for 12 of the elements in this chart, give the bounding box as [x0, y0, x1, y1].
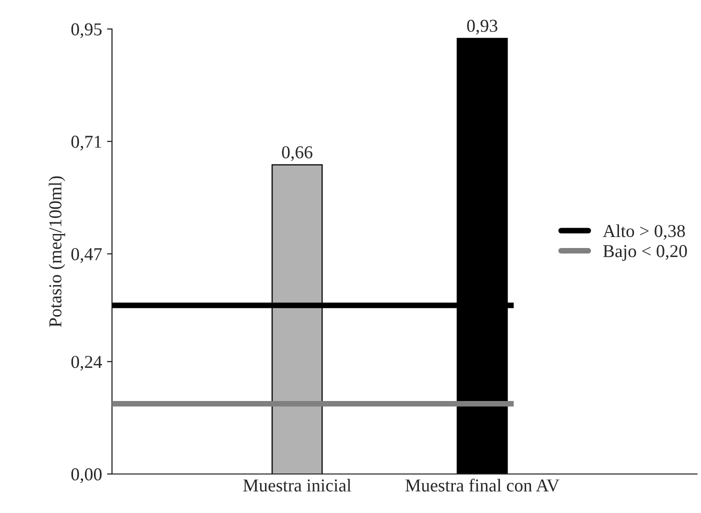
legend-label: Bajo < 0,20 [603, 245, 687, 261]
x-tick-label: Muestra inicial [243, 478, 352, 492]
y-tick-label: 0,95 [71, 23, 102, 38]
y-axis-title: Potasio (meq/100ml) [48, 176, 66, 327]
data-label: 0,66 [282, 146, 312, 161]
y-tick-label: 0,00 [71, 468, 102, 484]
legend-label: Alto > 0,38 [602, 224, 685, 240]
y-tick-label: 0,47 [71, 248, 102, 263]
y-tick-label: 0,24 [71, 356, 102, 371]
data-label: 0,93 [467, 20, 498, 35]
y-tick-label: 0,71 [71, 136, 102, 150]
x-tick-label: Muestra final con AV [405, 478, 560, 492]
